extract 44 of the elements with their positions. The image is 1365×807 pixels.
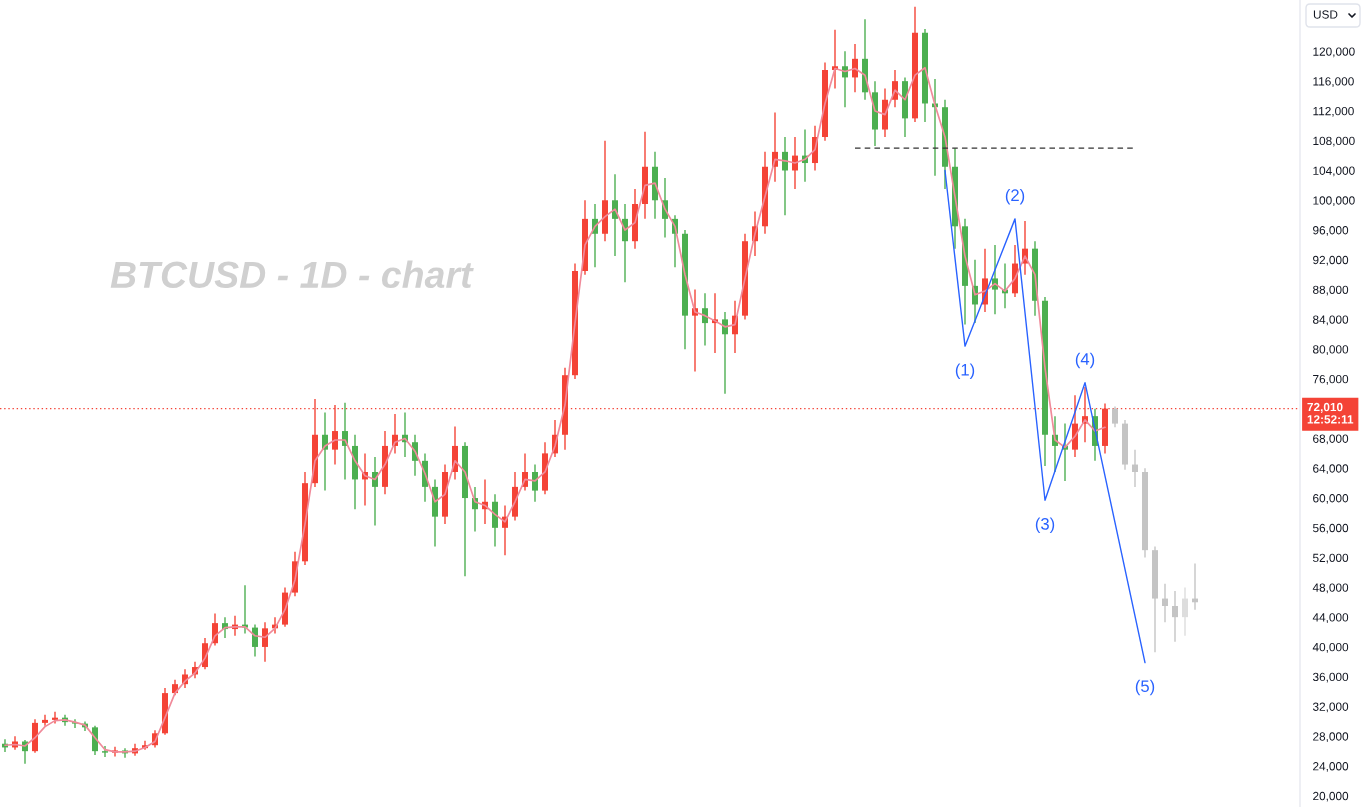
annotation: (5) bbox=[1135, 679, 1155, 696]
y-tick-label: 112,000 bbox=[1313, 106, 1354, 117]
annotation: (2) bbox=[1005, 188, 1025, 205]
candlestick bbox=[42, 713, 48, 727]
y-tick-label: 104,000 bbox=[1313, 166, 1355, 177]
y-tick-label: 100,000 bbox=[1313, 196, 1355, 207]
y-tick-label: 116,000 bbox=[1313, 77, 1354, 87]
y-tick-label: 96,000 bbox=[1313, 226, 1349, 236]
y-tick-label: 92,000 bbox=[1313, 255, 1349, 266]
ref-line-label: 72,010 12:52:11 bbox=[1307, 402, 1354, 424]
y-tick-label: 52,000 bbox=[1312, 553, 1349, 564]
y-tick-label: 44,000 bbox=[1312, 613, 1349, 623]
y-axis-title: USD bbox=[1313, 10, 1338, 19]
y-tick-label: 68,000 bbox=[1313, 434, 1349, 445]
y-tick-label: 120,000 bbox=[1313, 47, 1355, 58]
annotation: (1) bbox=[955, 363, 975, 379]
y-tick-label: 32,000 bbox=[1312, 702, 1349, 713]
y-tick-label: 40,000 bbox=[1312, 642, 1349, 653]
candlestick bbox=[1112, 405, 1118, 429]
y-tick-label: 80,000 bbox=[1313, 345, 1349, 355]
y-tick-label: 64,000 bbox=[1313, 464, 1349, 475]
y-tick-label: 84,000 bbox=[1313, 315, 1349, 326]
y-tick-label: 108,000 bbox=[1313, 136, 1355, 147]
candlestick bbox=[1162, 582, 1168, 624]
y-tick-label: 28,000 bbox=[1313, 732, 1349, 743]
y-tick-label: 24,000 bbox=[1313, 762, 1349, 772]
candlestick bbox=[92, 725, 98, 756]
candlestick bbox=[722, 311, 728, 395]
candlestick bbox=[1182, 586, 1188, 637]
candlestick bbox=[52, 711, 58, 725]
y-tick-label: 76,000 bbox=[1313, 374, 1349, 385]
y-tick-label: 60,000 bbox=[1313, 494, 1349, 504]
y-tick-label: 48,000 bbox=[1312, 583, 1349, 594]
y-tick-label: 88,000 bbox=[1313, 285, 1349, 296]
candlestick bbox=[1172, 590, 1178, 643]
annotation: (3) bbox=[1035, 517, 1055, 534]
annotation: (4) bbox=[1075, 352, 1095, 369]
candlestick bbox=[1132, 448, 1138, 488]
line-series bbox=[944, 169, 1146, 664]
candlestick bbox=[262, 621, 268, 663]
y-tick-label: 56,000 bbox=[1312, 523, 1349, 534]
candlestick bbox=[532, 463, 538, 503]
y-tick-label: 36,000 bbox=[1312, 672, 1349, 683]
y-tick-label: 20,000 bbox=[1313, 791, 1349, 802]
